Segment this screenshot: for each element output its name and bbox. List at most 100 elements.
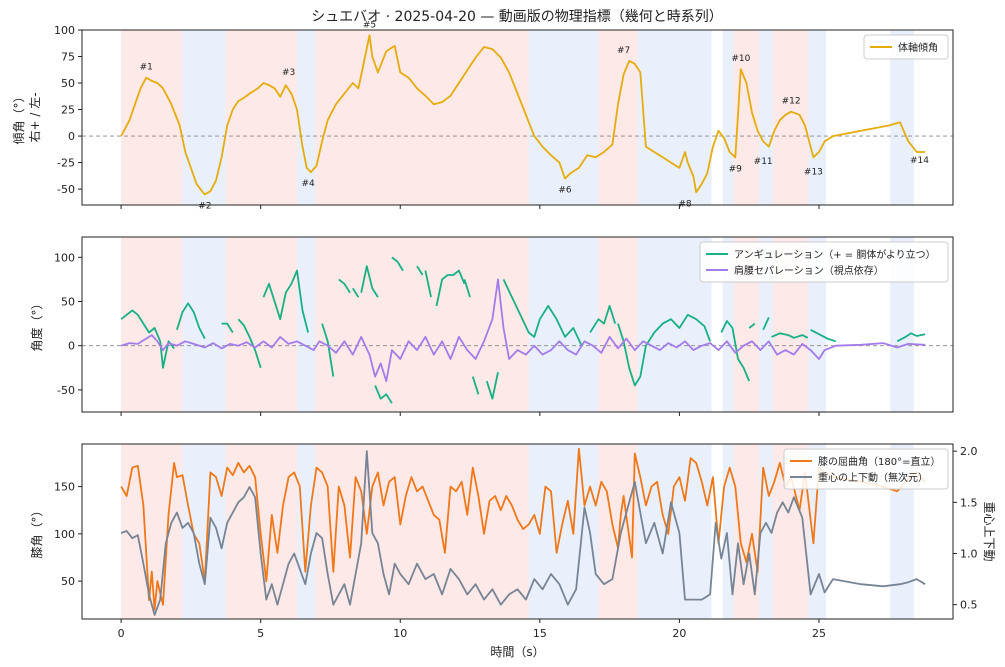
series-line-1 xyxy=(748,322,756,329)
x-tick-label: 5 xyxy=(257,627,264,640)
series-line-1 xyxy=(424,270,432,298)
series-line-1 xyxy=(321,323,335,377)
peak-annotation: #3 xyxy=(282,68,295,78)
x-tick-label: 10 xyxy=(393,627,407,640)
peak-annotation: #12 xyxy=(782,97,801,107)
panel-1: #1 #2 #3 #4 #5 #6 #7 #8 #9 #10 #11 #12 #13 #14 -50 -25 0… xyxy=(12,20,954,211)
y2-axis-label: 重心上下動 xyxy=(982,501,996,561)
phase-band-red xyxy=(315,30,529,205)
legend-box xyxy=(863,34,949,60)
peak-annotation: #9 xyxy=(729,164,743,174)
phase-band-blue xyxy=(722,30,734,205)
series-line-1 xyxy=(502,279,583,347)
legend: アンギュレーション（+ = 胴体がより立つ） 肩腰セパレーション（視点依存） xyxy=(699,241,949,283)
series-line-1 xyxy=(374,385,393,404)
phase-band-blue xyxy=(182,444,226,619)
series-line-1 xyxy=(720,320,751,382)
phase-band-blue xyxy=(182,237,226,412)
series-line-2 xyxy=(120,450,926,616)
peak-annotation: #7 xyxy=(617,46,630,56)
series-line-1 xyxy=(262,269,309,333)
peak-annotation: #1 xyxy=(140,63,153,73)
legend: 体軸傾角 xyxy=(863,34,949,60)
phase-band-blue xyxy=(722,444,734,619)
series-line-1 xyxy=(617,313,711,387)
y-tick-label: -50 xyxy=(57,384,75,397)
y-tick-label: 100 xyxy=(54,251,75,264)
phase-band-blue xyxy=(637,30,712,205)
series-line-1 xyxy=(360,265,379,298)
y-axis-label: 角度（°） xyxy=(29,297,44,351)
legend-label: 膝の屈曲角（180°=直立） xyxy=(818,455,940,468)
series-line-1 xyxy=(810,329,837,343)
x-tick-label: 15 xyxy=(533,627,547,640)
y-tick-label: 50 xyxy=(61,77,75,90)
series-line-1 xyxy=(237,318,262,369)
series-line-2 xyxy=(120,278,926,382)
y2-tick-label: 1.5 xyxy=(960,496,978,509)
phase-band-blue xyxy=(637,237,712,412)
phase-band-red xyxy=(598,30,638,205)
series-line-1 xyxy=(221,322,234,333)
series-layer xyxy=(120,447,926,616)
series-line-1 xyxy=(485,372,499,400)
phase-band-blue xyxy=(528,30,599,205)
y-tick-label: 75 xyxy=(61,51,75,64)
series-line-1 xyxy=(120,309,175,369)
series-line-1 xyxy=(771,332,809,339)
y-tick-label: 100 xyxy=(54,24,75,37)
phase-band-red xyxy=(315,237,529,412)
phase-band-red xyxy=(121,237,183,412)
series-layer xyxy=(120,256,926,404)
series-line-1 xyxy=(416,265,424,276)
y-tick-label: 150 xyxy=(54,481,75,494)
panels: #1 #2 #3 #4 #5 #6 #7 #8 #9 #10 #11 #12 #13 #14 -50 -25 0… xyxy=(12,20,996,659)
series-line-1 xyxy=(176,302,206,340)
peak-annotation: #11 xyxy=(754,157,773,167)
y-tick-label: 100 xyxy=(54,528,75,541)
y-axis-label: 傾角（°） xyxy=(12,90,26,144)
panel-3: 50 100 150 0.5 1.0 1.5 2.0 0 5 10 15 20 25 時間（s） 膝角（°）… xyxy=(30,443,996,659)
phase-band-blue xyxy=(758,30,773,205)
series-line-1 xyxy=(435,269,466,307)
phase-band-red xyxy=(598,444,638,619)
y-tick-label: -50 xyxy=(57,183,75,196)
y2-tick-label: 1.0 xyxy=(960,548,978,561)
series-line-1 xyxy=(120,447,926,611)
y-tick-label: 50 xyxy=(61,296,75,309)
phase-band-blue xyxy=(637,444,712,619)
series-line-1 xyxy=(896,332,926,343)
legend-label: 肩腰セパレーション（視点依存） xyxy=(734,264,884,277)
phase-band-red xyxy=(772,30,808,205)
y-tick-label: 50 xyxy=(61,575,75,588)
panel-2: -50 0 50 100 角度（°） アンギュレーション（+ = 胴体がより立つ） 肩腰セパ… xyxy=(29,236,954,416)
x-tick-label: 20 xyxy=(672,627,686,640)
series-line-1 xyxy=(391,256,404,272)
phase-band-blue xyxy=(807,30,826,205)
figure-title: シュエバオ · 2025-04-20 — 動画版の物理指標（幾何と時系列） xyxy=(311,9,723,25)
x-tick-label: 0 xyxy=(118,627,125,640)
legend-label: 重心の上下動（無次元） xyxy=(818,471,928,484)
y-axis-label: 膝角（°） xyxy=(30,504,44,558)
peak-annotation: #2 xyxy=(198,201,211,211)
y-tick-label: -25 xyxy=(57,157,75,170)
legend: 膝の屈曲角（180°=直立） 重心の上下動（無次元） xyxy=(783,448,949,490)
series-line-1 xyxy=(463,279,471,298)
phase-band-blue xyxy=(182,30,226,205)
axes-frame xyxy=(81,236,954,413)
series-line-1 xyxy=(589,305,617,333)
x-axis-label: 時間（s） xyxy=(490,645,544,659)
axes-frame xyxy=(81,29,954,206)
peak-annotation: #13 xyxy=(804,167,823,177)
phase-band-blue xyxy=(296,30,316,205)
y-tick-label: 25 xyxy=(61,104,75,117)
peak-annotation: #6 xyxy=(558,185,572,195)
y2-tick-label: 2.0 xyxy=(960,445,978,458)
legend-box xyxy=(783,448,949,490)
y2-tick-label: 0.5 xyxy=(960,599,978,612)
legend-label: アンギュレーション（+ = 胴体がより立つ） xyxy=(734,248,936,261)
peak-annotation: #14 xyxy=(910,156,929,166)
phase-band-red xyxy=(225,30,297,205)
peak-annotation: #4 xyxy=(301,179,315,189)
